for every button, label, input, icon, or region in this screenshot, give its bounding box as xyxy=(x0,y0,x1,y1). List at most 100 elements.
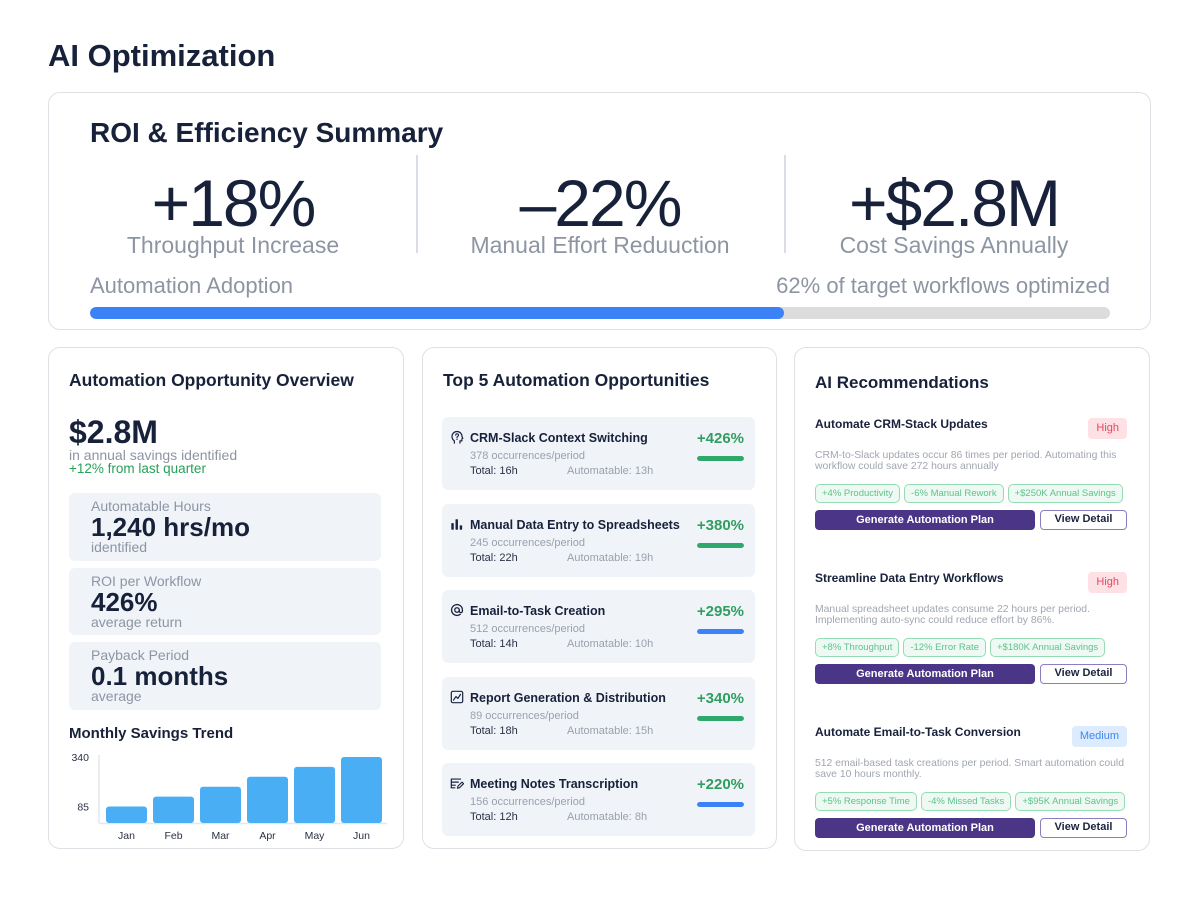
ai-recommendations-card: AI Recommendations Automate CRM-Stack Up… xyxy=(794,347,1150,851)
bar-chart-icon xyxy=(451,519,463,530)
metric-cost-savings-value: +$2.8M xyxy=(849,166,1061,240)
page-title: AI Optimization xyxy=(48,38,276,73)
impact-pill: -6% Manual Rework xyxy=(904,484,1004,503)
opportunity-roi: +220% xyxy=(696,776,744,793)
opportunity-total-hours: Total: 22h xyxy=(470,552,518,564)
line-chart-icon xyxy=(450,690,464,704)
opportunity-automatable-hours: Automatable: 8h xyxy=(567,811,648,823)
metric-throughput-value: +18% xyxy=(151,166,317,240)
recommendation-title: Streamline Data Entry Workflows xyxy=(815,571,1004,585)
chart-bar-apr xyxy=(247,776,288,823)
opportunity-title: Manual Data Entry to Spreadsheets xyxy=(470,518,680,532)
impact-pill: +$250K Annual Savings xyxy=(1007,484,1123,503)
opportunity-total-hours: Total: 18h xyxy=(470,725,518,737)
stat-caption: identified xyxy=(91,539,148,555)
opportunity-roi-bar xyxy=(697,802,744,807)
metric-divider xyxy=(416,155,418,253)
stat-label: Payback Period xyxy=(91,647,190,663)
stat-caption: average return xyxy=(91,614,183,630)
opportunity-roi-bar-fill xyxy=(697,716,744,721)
stat-value: 0.1 months xyxy=(91,661,229,691)
x-tick-label: Mar xyxy=(211,830,230,842)
recommendation-item: Automate CRM-Stack Updates High CRM-to-S… xyxy=(815,418,1127,533)
priority-badge: Medium xyxy=(1071,726,1127,747)
impact-pills: +5% Response Time -4% Missed Tasks +$95K… xyxy=(815,792,1126,811)
roi-summary-title: ROI & Efficiency Summary xyxy=(90,117,444,148)
generate-automation-plan-button[interactable]: Generate Automation Plan xyxy=(815,510,1035,530)
stat-value: 1,240 hrs/mo xyxy=(91,512,250,542)
opportunity-total-hours: Total: 12h xyxy=(470,811,518,823)
view-detail-button[interactable]: View Detail xyxy=(1040,510,1127,530)
opportunity-automatable-hours: Automatable: 13h xyxy=(567,465,654,477)
adoption-progress-fill xyxy=(90,307,784,319)
opportunity-roi: +380% xyxy=(696,517,744,534)
monthly-savings-trend-title: Monthly Savings Trend xyxy=(69,725,234,742)
impact-pill: +5% Response Time xyxy=(815,792,917,811)
opportunity-roi-bar-fill xyxy=(697,802,744,807)
chart-bar-mar xyxy=(200,786,241,823)
metric-manual-effort-value: –22% xyxy=(519,166,683,240)
annual-savings-change: +12% from last quarter xyxy=(69,461,206,476)
opportunity-roi: +295% xyxy=(696,603,744,620)
opportunity-overview-card: Automation Opportunity Overview $2.8M in… xyxy=(48,347,404,849)
opportunity-occurrences: 245 occurrences/period xyxy=(470,537,585,549)
notes-edit-icon xyxy=(450,778,464,789)
stat-label: Automatable Hours xyxy=(91,498,211,514)
chart-bar-jun xyxy=(341,757,382,823)
opportunity-row[interactable]: CRM-Slack Context Switching 378 occurren… xyxy=(442,417,755,490)
recommendation-title: Automate CRM-Stack Updates xyxy=(815,417,988,431)
opportunity-automatable-hours: Automatable: 19h xyxy=(567,552,654,564)
recommendation-item: Streamline Data Entry Workflows High Man… xyxy=(815,572,1127,687)
opportunity-occurrences: 512 occurrences/period xyxy=(470,623,585,635)
metric-throughput-label: Throughput Increase xyxy=(126,232,340,258)
opportunity-roi-bar xyxy=(697,543,744,548)
opportunity-row[interactable]: Manual Data Entry to Spreadsheets 245 oc… xyxy=(442,504,755,577)
opportunity-roi-bar xyxy=(697,716,744,721)
impact-pill: +4% Productivity xyxy=(815,484,901,503)
chart-marks: Jan Feb Mar Apr May Jun 85 340 xyxy=(71,752,382,842)
view-detail-button[interactable]: View Detail xyxy=(1040,664,1127,684)
view-detail-button[interactable]: View Detail xyxy=(1040,818,1127,838)
opportunity-row[interactable]: Report Generation & Distribution 89 occu… xyxy=(442,677,755,750)
stat-roi-per-workflow: ROI per Workflow 426% average return xyxy=(69,568,381,635)
opportunity-automatable-hours: Automatable: 15h xyxy=(567,725,654,737)
impact-pill: +$180K Annual Savings xyxy=(989,638,1106,657)
adoption-label: Automation Adoption xyxy=(90,273,294,298)
x-tick-label: May xyxy=(305,830,326,842)
top-opportunities-card: Top 5 Automation Opportunities CRM-Slack… xyxy=(422,347,777,849)
stat-label: ROI per Workflow xyxy=(91,573,202,589)
opportunity-row[interactable]: Email-to-Task Creation 512 occurrences/p… xyxy=(442,590,755,663)
x-tick-label: Feb xyxy=(164,830,182,842)
opportunity-title: CRM-Slack Context Switching xyxy=(470,431,648,445)
annual-savings-caption: in annual savings identified xyxy=(69,447,238,463)
recommendation-description: Manual spreadsheet updates consume 22 ho… xyxy=(815,604,1090,626)
chart-bar-jan xyxy=(106,806,147,823)
recommendation-item: Automate Email-to-Task Conversion Medium… xyxy=(815,726,1127,841)
opportunity-row[interactable]: Meeting Notes Transcription 156 occurren… xyxy=(442,763,755,836)
opportunity-total-hours: Total: 14h xyxy=(470,638,518,650)
y-tick-label: 340 xyxy=(71,752,89,764)
opportunity-automatable-hours: Automatable: 10h xyxy=(567,638,654,650)
opportunity-roi: +426% xyxy=(696,430,744,447)
impact-pill: +8% Throughput xyxy=(815,638,900,657)
adoption-progress-bar xyxy=(90,307,1110,319)
recommendation-description: 512 email-based task creations per perio… xyxy=(815,758,1124,780)
opportunity-roi-bar xyxy=(697,629,744,634)
adoption-status: 62% of target workflows optimized xyxy=(776,273,1110,298)
impact-pill: -4% Missed Tasks xyxy=(920,792,1012,811)
generate-automation-plan-button[interactable]: Generate Automation Plan xyxy=(815,818,1035,838)
chart-bar-feb xyxy=(153,796,194,823)
impact-pill: +$95K Annual Savings xyxy=(1015,792,1126,811)
metric-manual-effort-label: Manual Effort Reduuction xyxy=(470,232,730,258)
impact-pill: -12% Error Rate xyxy=(903,638,986,657)
recommendation-actions: Generate Automation Plan View Detail xyxy=(815,510,1127,530)
stat-caption: average xyxy=(91,688,142,704)
metric-divider xyxy=(784,155,786,253)
roi-summary-card: ROI & Efficiency Summary +18% Throughput… xyxy=(48,92,1151,330)
monthly-savings-chart: Jan Feb Mar Apr May Jun 85 340 xyxy=(71,752,387,842)
opportunity-title: Meeting Notes Transcription xyxy=(470,777,639,791)
stat-automatable-hours: Automatable Hours 1,240 hrs/mo identifie… xyxy=(69,493,381,561)
generate-automation-plan-button[interactable]: Generate Automation Plan xyxy=(815,664,1035,684)
priority-badge: High xyxy=(1088,572,1127,593)
opportunity-title: Email-to-Task Creation xyxy=(470,604,606,618)
